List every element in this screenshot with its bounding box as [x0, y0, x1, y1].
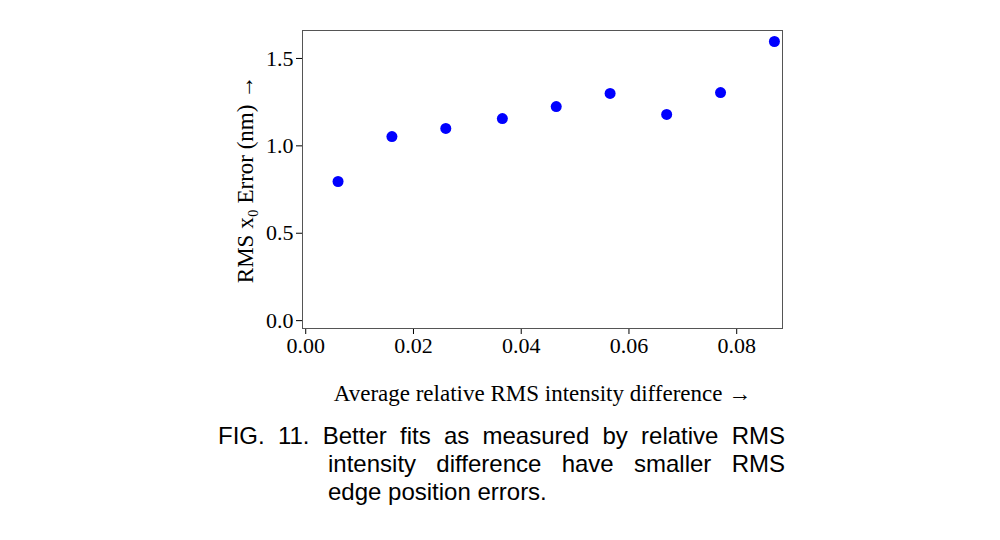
svg-text:0.02: 0.02	[394, 333, 433, 358]
svg-text:1.0: 1.0	[266, 133, 294, 158]
html-text:FIG. 11. Better fits as measur: FIG. 11. Better fits as measured by rela…	[218, 422, 785, 505]
svg-text:0.0: 0.0	[266, 308, 294, 333]
svg-text:0.00: 0.00	[286, 333, 325, 358]
svg-text:0.5: 0.5	[266, 220, 294, 245]
svg-text:0.08: 0.08	[717, 333, 756, 358]
svg-text:1.5: 1.5	[266, 46, 294, 71]
svg-text:Average relative RMS intensity: Average relative RMS intensity differenc…	[334, 381, 751, 406]
svg-text:RMS x₀ Error (nm) →: RMS x₀ Error (nm) →	[233, 76, 258, 283]
svg-text:0.06: 0.06	[610, 333, 649, 358]
svg-text:0.04: 0.04	[502, 333, 541, 358]
